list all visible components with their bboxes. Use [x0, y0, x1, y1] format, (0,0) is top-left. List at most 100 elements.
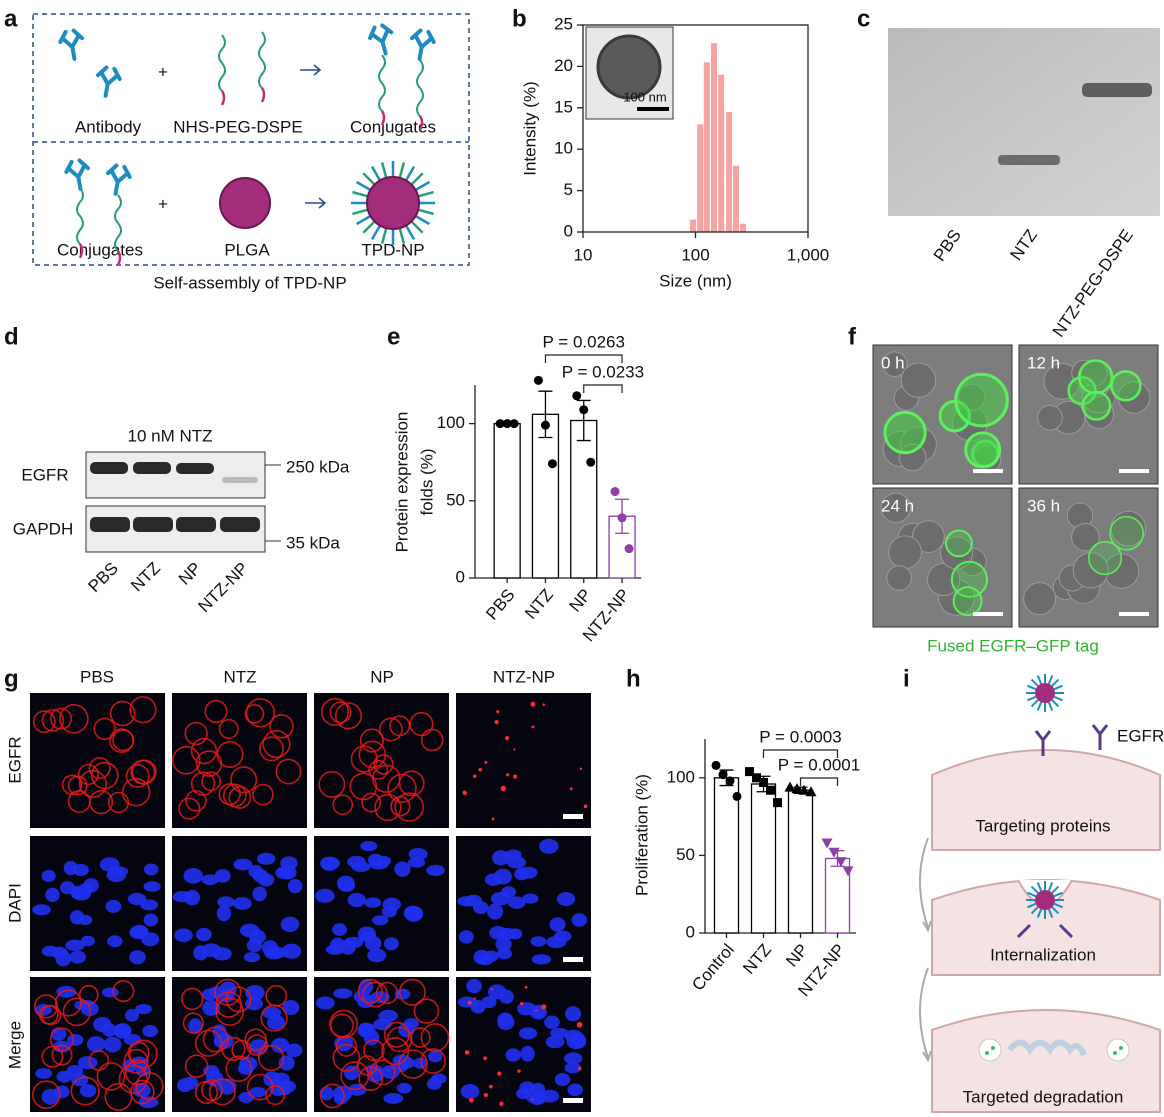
nucleus [271, 1037, 290, 1053]
nucleus [372, 915, 389, 926]
nucleus [505, 1048, 522, 1062]
membrane-stain [358, 740, 387, 769]
caption: Fused EGFR–GFP tag [927, 636, 1099, 655]
np-spike [1036, 882, 1043, 892]
size-marker: 35 kDa [286, 533, 340, 552]
membrane-stain [190, 737, 218, 765]
nucleus [367, 853, 384, 867]
nucleus [103, 1036, 122, 1053]
nucleus [124, 1009, 140, 1022]
membrane-stain [378, 717, 403, 742]
membrane-stain [218, 718, 239, 739]
nucleus [383, 937, 399, 951]
peg-strand [76, 187, 84, 245]
bar [726, 111, 733, 232]
protein-label: GAPDH [13, 519, 73, 538]
nucleus [140, 899, 159, 911]
nucleus [554, 1073, 571, 1087]
data-point [711, 760, 721, 770]
nucleus [35, 1068, 53, 1079]
membrane-stain [318, 770, 346, 798]
y-tick-label: 100 [437, 413, 465, 432]
nucleus [196, 927, 212, 942]
np-spike [1030, 699, 1039, 708]
nucleus [347, 892, 366, 908]
membrane-stain [185, 789, 207, 812]
np-spike [1047, 908, 1054, 918]
nucleus [70, 886, 85, 899]
membrane-stain [252, 783, 274, 806]
nucleus [413, 1057, 428, 1069]
np-spike [1053, 695, 1063, 702]
bar [713, 777, 740, 934]
np-spike [1051, 906, 1060, 915]
puncta [467, 1000, 472, 1005]
data-point [798, 784, 810, 795]
nucleus [529, 1093, 546, 1105]
cell [900, 362, 937, 398]
scale-bar [973, 612, 1003, 616]
nucleus [364, 935, 382, 951]
membrane-stain [62, 997, 92, 1027]
peg-spike [352, 208, 369, 216]
peg-strand [114, 194, 122, 252]
nucleus [253, 868, 269, 883]
nucleus [281, 943, 302, 959]
membrane-stain [265, 1085, 286, 1106]
membrane-stain [204, 699, 228, 724]
membrane-stain [334, 702, 363, 730]
nucleus [174, 928, 193, 943]
gfp-cell [1077, 359, 1114, 395]
np-spike [1051, 885, 1060, 894]
data-point [586, 457, 596, 467]
nucleus [539, 838, 559, 854]
scale-bar [563, 1098, 583, 1103]
y-tick-label: 20 [554, 56, 573, 75]
membrane-stain [349, 772, 378, 801]
y-tick-label: 50 [676, 845, 695, 864]
membrane-stain [244, 1028, 267, 1051]
np-spike [1036, 675, 1043, 685]
bar [531, 413, 560, 579]
peg-spike [414, 180, 430, 192]
membrane-stain [389, 715, 411, 737]
puncta [494, 720, 499, 725]
membrane-stain [420, 1048, 447, 1074]
membrane-stain [125, 764, 150, 788]
fragment [1119, 1046, 1123, 1050]
nucleus [245, 997, 263, 1011]
nucleus [208, 986, 226, 998]
nucleus [86, 1036, 106, 1053]
receptor [1016, 923, 1074, 939]
nucleus [77, 1056, 98, 1070]
nucleus [93, 1016, 112, 1033]
peg-spike [380, 227, 388, 244]
membrane-stain [257, 1044, 285, 1072]
membrane-stain [41, 709, 65, 732]
nucleus [99, 857, 120, 872]
scheme-label: PLGA [224, 240, 270, 259]
membrane-stain [67, 775, 88, 796]
membrane-stain [178, 797, 201, 820]
nucleus [272, 1072, 290, 1086]
membrane-stain [32, 710, 56, 734]
puncta [484, 760, 488, 764]
nucleus [408, 847, 428, 861]
lipid-tail [116, 250, 122, 266]
puncta [469, 1097, 474, 1103]
membrane-stain [363, 1039, 385, 1062]
step-label: Targeted degradation [963, 1087, 1124, 1106]
puncta [517, 1069, 521, 1073]
scheme-label: Antibody [75, 117, 142, 136]
bar [570, 419, 598, 579]
np-spike [1030, 678, 1039, 687]
y-tick-label: 15 [554, 97, 573, 116]
membrane-stain [38, 1004, 59, 1025]
data-point [821, 838, 833, 849]
nucleus [466, 978, 482, 994]
fragment [1113, 1051, 1117, 1055]
nucleus [360, 840, 378, 852]
data-point [745, 767, 754, 777]
peg-spike [398, 227, 406, 244]
data-point [533, 375, 543, 385]
